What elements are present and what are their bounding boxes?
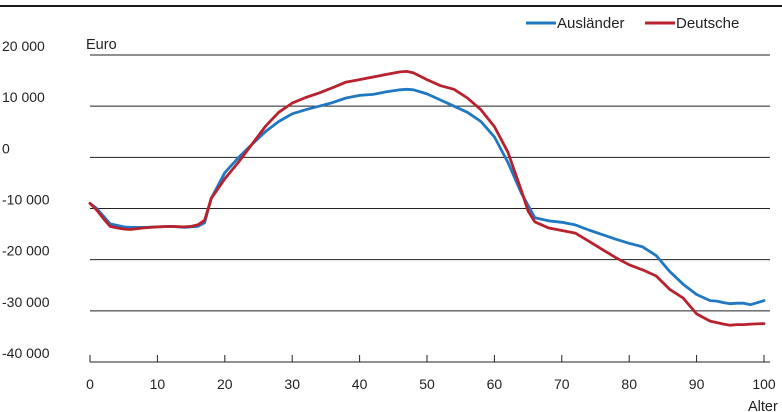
x-axis: 0 10 20 30 40 50 60 70 80 90 100	[86, 355, 776, 392]
x-tick-label: 100	[752, 376, 776, 392]
x-tick-label: 90	[689, 376, 705, 392]
x-tick-label: 70	[554, 376, 570, 392]
gridlines	[90, 54, 770, 363]
y-axis-tick-labels: 20 000 10 000 0 -10 000 -20 000 -30 000 -40 00…	[2, 38, 50, 361]
legend-label-auslaender: Ausländer	[557, 15, 625, 32]
top-rule	[0, 5, 782, 7]
legend: Ausländer Deutsche	[526, 15, 739, 32]
y-tick-label: 0	[2, 140, 10, 156]
x-tick-label: 20	[217, 376, 233, 392]
x-tick-label: 60	[487, 376, 503, 392]
y-tick-label: -20 000	[2, 243, 50, 259]
y-tick-label: 10 000	[2, 89, 45, 105]
y-tick-label: 20 000	[2, 38, 45, 54]
legend-label-deutsche: Deutsche	[676, 15, 739, 32]
x-tick-label: 30	[284, 376, 300, 392]
y-axis-title: Euro	[86, 37, 117, 53]
x-axis-title: Alter	[748, 399, 778, 412]
y-tick-label: -30 000	[2, 294, 50, 310]
y-tick-label: -40 000	[2, 345, 50, 361]
y-tick-label: -10 000	[2, 192, 50, 208]
x-tick-label: 50	[419, 376, 435, 392]
x-tick-label: 10	[150, 376, 166, 392]
x-tick-label: 80	[621, 376, 637, 392]
x-tick-label: 40	[352, 376, 368, 392]
series-line-deutsche	[88, 70, 766, 327]
x-tick-label: 0	[86, 376, 94, 392]
series-lines	[88, 70, 766, 327]
series-line-auslaender	[88, 87, 766, 307]
